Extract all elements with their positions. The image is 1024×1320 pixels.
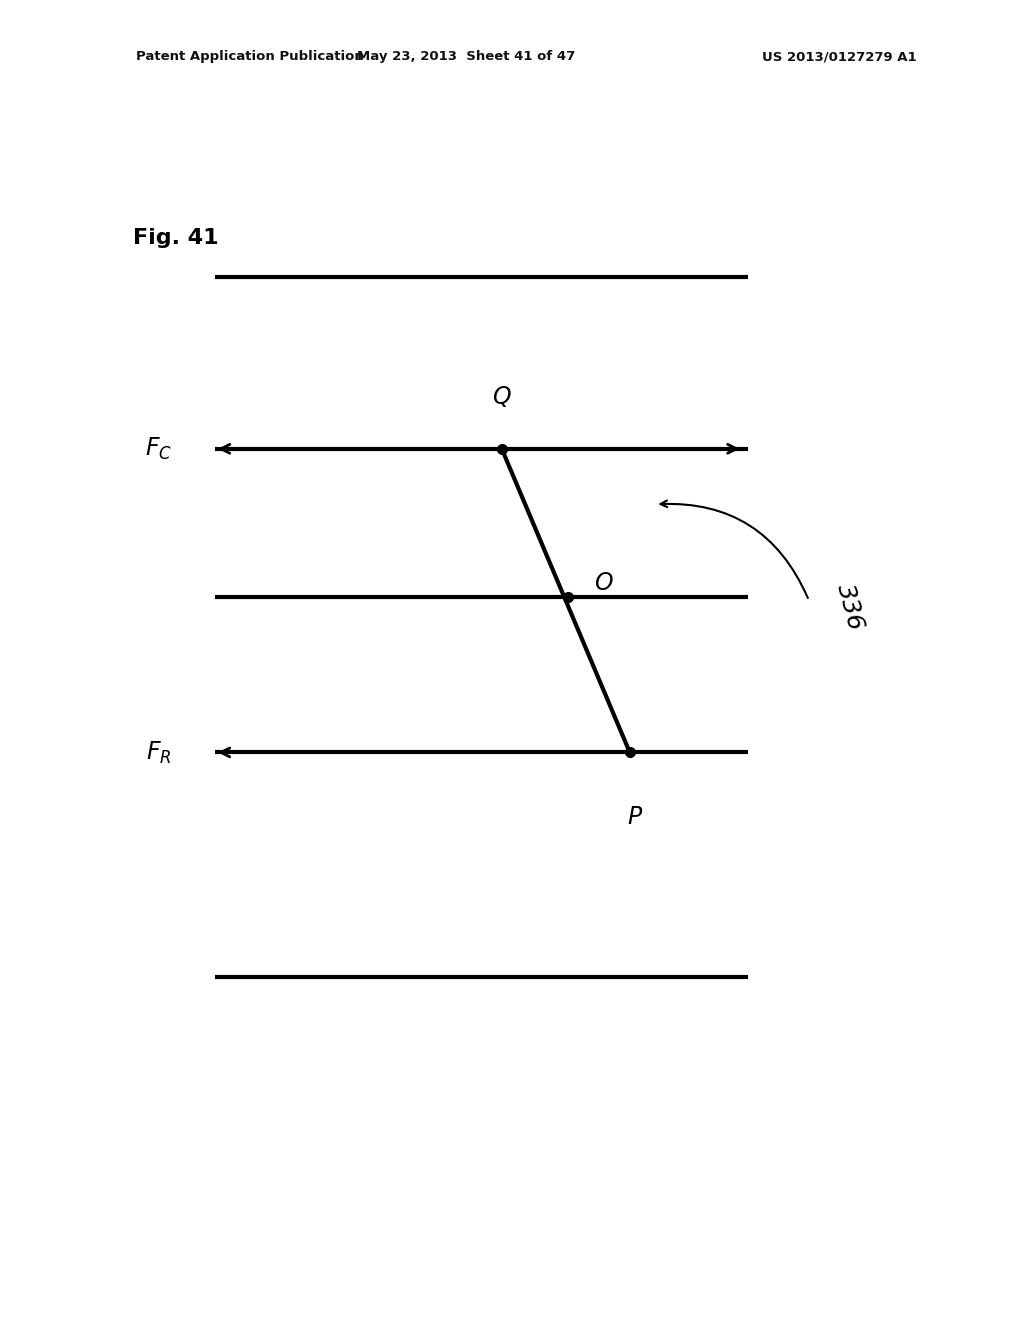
Text: O: O — [594, 572, 612, 595]
Text: Q: Q — [493, 385, 511, 409]
Text: May 23, 2013  Sheet 41 of 47: May 23, 2013 Sheet 41 of 47 — [356, 50, 575, 63]
Text: P: P — [628, 805, 642, 829]
Text: Fig. 41: Fig. 41 — [133, 227, 219, 248]
Text: Patent Application Publication: Patent Application Publication — [136, 50, 364, 63]
Text: $F_R$: $F_R$ — [146, 739, 171, 766]
Text: US 2013/0127279 A1: US 2013/0127279 A1 — [762, 50, 918, 63]
Text: 336: 336 — [833, 581, 867, 634]
Text: $F_C$: $F_C$ — [145, 436, 172, 462]
